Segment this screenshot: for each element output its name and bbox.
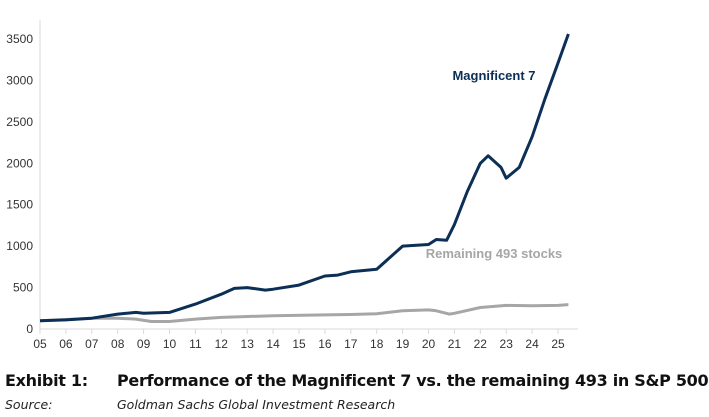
y-tick-label: 2500 <box>6 115 33 129</box>
x-tick-label: 08 <box>111 337 125 351</box>
x-tick-label: 22 <box>474 337 488 351</box>
y-tick-label: 3000 <box>6 73 33 87</box>
x-tick-label: 12 <box>215 337 229 351</box>
x-tick-label: 09 <box>137 337 151 351</box>
x-tick-label: 07 <box>85 337 99 351</box>
x-tick-label: 11 <box>189 337 202 351</box>
x-tick-label: 20 <box>422 337 436 351</box>
source-caption: Source: Goldman Sachs Global Investment R… <box>5 397 395 412</box>
line-chart: 0 500 1000 1500 2000 2500 3000 3500 05 06 07 08 09 1… <box>6 20 578 351</box>
y-tick-label: 1500 <box>6 198 33 212</box>
y-tick-label: 3500 <box>6 32 33 46</box>
y-tick-label: 0 <box>26 322 33 336</box>
x-tick-label: 14 <box>266 337 280 351</box>
exhibit-caption: Exhibit 1: Performance of the Magnificent… <box>5 371 709 390</box>
x-tick-label: 24 <box>525 337 539 351</box>
x-tick-label: 18 <box>370 337 384 351</box>
x-tick-label: 23 <box>500 337 514 351</box>
source-text: Goldman Sachs Global Investment Research <box>117 397 396 412</box>
series-label-remaining-493: Remaining 493 stocks <box>426 246 563 261</box>
y-tick-label: 1000 <box>6 239 33 253</box>
series-label-magnificent-7: Magnificent 7 <box>452 68 535 83</box>
x-tick-label: 19 <box>396 337 410 351</box>
source-label: Source: <box>5 397 53 412</box>
exhibit-label: Exhibit 1: <box>5 371 88 390</box>
x-tick-label: 17 <box>344 337 358 351</box>
x-tick-label: 13 <box>241 337 255 351</box>
series-line-magnificent-7 <box>39 33 570 323</box>
series-line-remaining-493-stocks <box>39 303 569 323</box>
x-tick-label: 05 <box>33 337 47 351</box>
x-tick-label: 10 <box>163 337 177 351</box>
y-tick-label: 2000 <box>6 156 33 170</box>
exhibit-title: Performance of the Magnificent 7 vs. the… <box>117 371 709 390</box>
x-tick-label: 25 <box>551 337 565 351</box>
y-tick-label: 500 <box>13 281 33 295</box>
x-tick-label: 21 <box>448 337 462 351</box>
x-tick-label: 15 <box>292 337 306 351</box>
x-tick-label: 16 <box>318 337 332 351</box>
x-tick-label: 06 <box>59 337 73 351</box>
